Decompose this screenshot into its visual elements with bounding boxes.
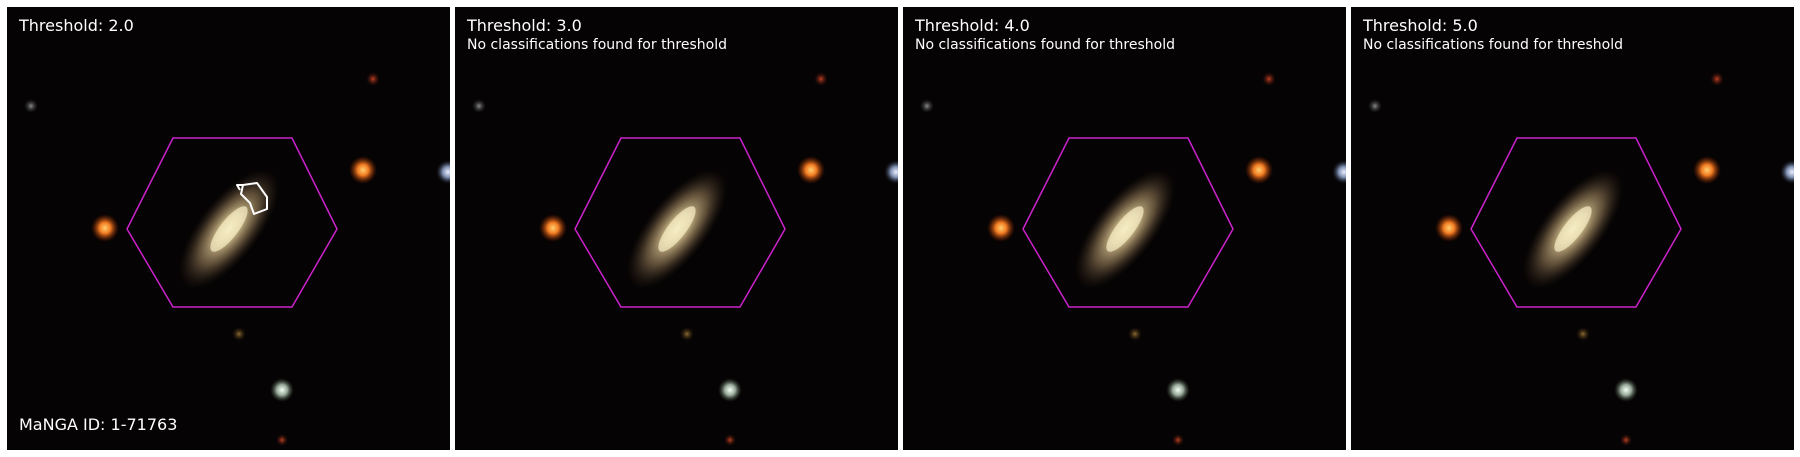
star: [987, 214, 1015, 242]
hexagon-footprint: [126, 137, 338, 308]
star: [366, 72, 380, 86]
star: [349, 156, 377, 184]
image-panel-threshold-4: Threshold: 4.0 No classifications found …: [903, 7, 1346, 450]
star: [1576, 327, 1590, 341]
star: [724, 434, 736, 446]
image-panel-threshold-2: Threshold: 2.0 MaNGA ID: 1-71763: [7, 7, 450, 450]
sky-image: [903, 7, 1346, 450]
no-classification-note: No classifications found for threshold: [915, 37, 1175, 53]
star: [1245, 156, 1273, 184]
star: [814, 72, 828, 86]
star: [1693, 156, 1721, 184]
star: [1614, 378, 1638, 402]
star: [1620, 434, 1632, 446]
star: [24, 99, 38, 113]
star: [1780, 160, 1794, 184]
star: [1172, 434, 1184, 446]
panel-title: Threshold: 5.0: [1363, 16, 1478, 35]
star: [436, 160, 450, 184]
classification-outline: [236, 182, 268, 215]
no-classification-note: No classifications found for threshold: [467, 37, 727, 53]
star: [718, 378, 742, 402]
star: [276, 434, 288, 446]
star: [884, 160, 898, 184]
star: [1332, 160, 1346, 184]
panel-title: Threshold: 2.0: [19, 16, 134, 35]
star: [797, 156, 825, 184]
star: [680, 327, 694, 341]
hexagon-footprint: [1470, 137, 1682, 308]
star: [1166, 378, 1190, 402]
star: [1435, 214, 1463, 242]
image-panel-threshold-3: Threshold: 3.0 No classifications found …: [455, 7, 898, 450]
sky-image: [455, 7, 898, 450]
panel-title: Threshold: 3.0: [467, 16, 582, 35]
star: [91, 214, 119, 242]
manga-id-label: MaNGA ID: 1-71763: [19, 415, 178, 434]
sky-image: [1351, 7, 1794, 450]
star: [1128, 327, 1142, 341]
hexagon-footprint: [574, 137, 786, 308]
star: [920, 99, 934, 113]
star: [472, 99, 486, 113]
no-classification-note: No classifications found for threshold: [1363, 37, 1623, 53]
panel-title: Threshold: 4.0: [915, 16, 1030, 35]
sky-image: [7, 7, 450, 450]
star: [1262, 72, 1276, 86]
image-panel-threshold-5: Threshold: 5.0 No classifications found …: [1351, 7, 1794, 450]
star: [1368, 99, 1382, 113]
star: [539, 214, 567, 242]
hexagon-footprint: [1022, 137, 1234, 308]
star: [232, 327, 246, 341]
star: [1710, 72, 1724, 86]
star: [270, 378, 294, 402]
